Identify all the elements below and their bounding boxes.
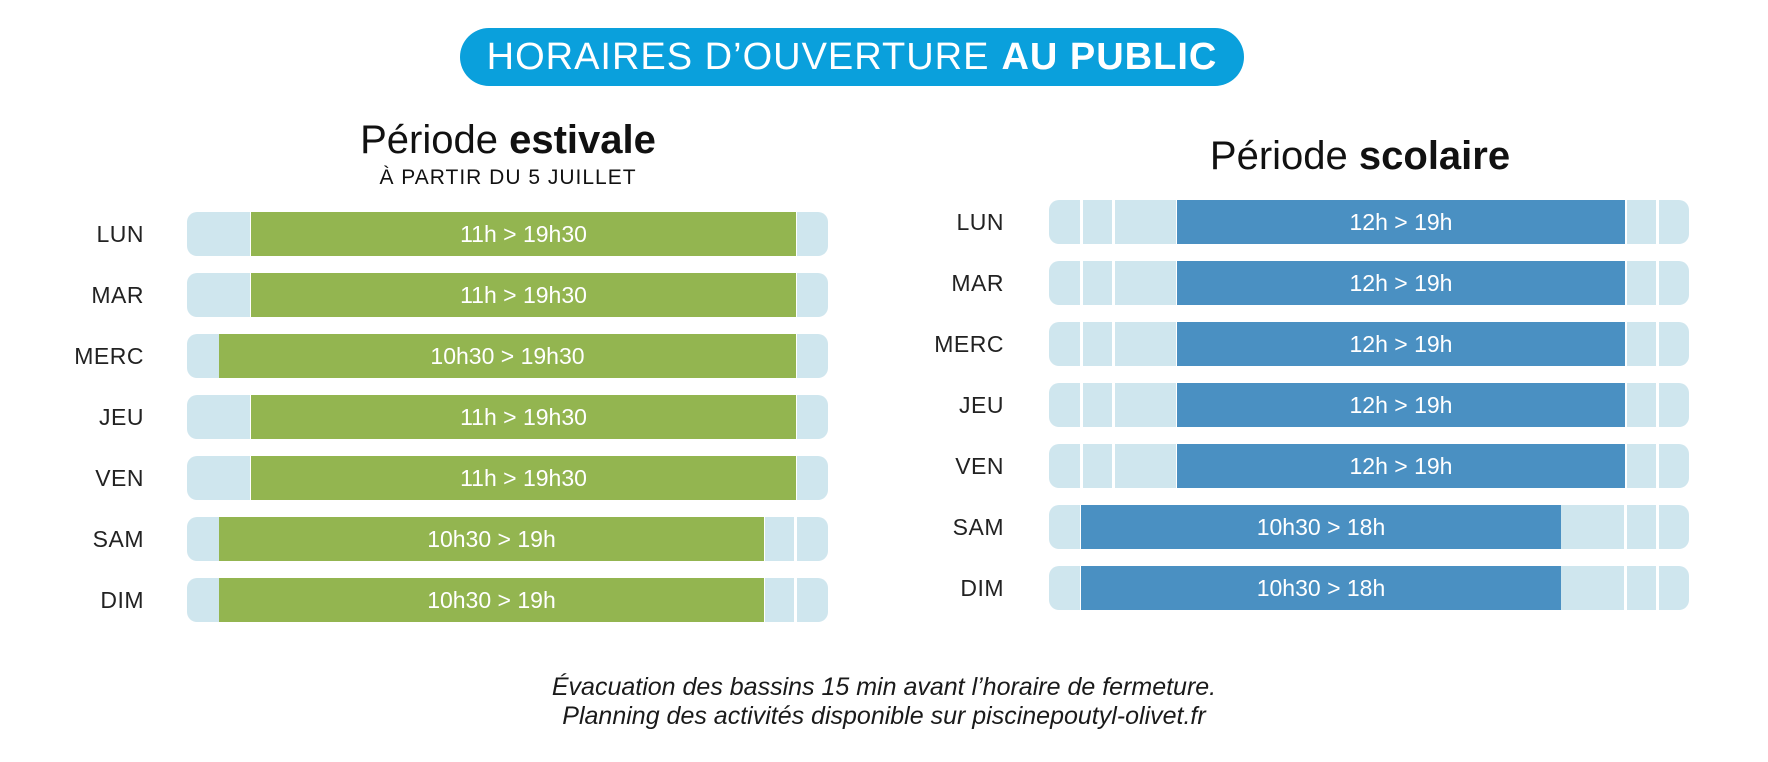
day-label: MAR [91,282,144,308]
opening-hours-bar: 12h > 19h [1177,322,1625,366]
school-title-light: Période [1209,134,1348,178]
header-title-light: HORAIRES D’OUVERTURE [486,35,990,78]
time-track: 11h > 19h30 [187,456,828,500]
time-track: 10h30 > 19h30 [187,334,828,378]
summer-title-bold: estivale [509,118,656,162]
hour-divider [1111,444,1115,488]
hour-divider [794,517,798,561]
day-label: SAM [92,526,144,552]
header-title-bold: AU PUBLIC [1001,35,1218,78]
time-track: 11h > 19h30 [187,395,828,439]
summer-section-title: Période estivale [188,118,828,163]
hour-divider [794,456,798,500]
hour-divider [1079,383,1083,427]
hour-divider [1623,261,1627,305]
hour-divider [1111,322,1115,366]
hour-divider [1079,444,1083,488]
day-label: LUN [96,221,144,247]
opening-hours-bar: 11h > 19h30 [251,395,796,439]
opening-hours-bar: 10h30 > 19h [219,578,764,622]
hour-divider [1079,261,1083,305]
time-track: 12h > 19h [1049,200,1689,244]
time-track: 12h > 19h [1049,383,1689,427]
hour-divider [762,578,766,622]
hour-divider [1655,200,1659,244]
hour-divider [1623,322,1627,366]
opening-hours-bar: 11h > 19h30 [251,212,796,256]
hour-divider [1079,322,1083,366]
day-label: JEU [959,392,1004,418]
hour-divider [1623,200,1627,244]
day-label: DIM [100,587,144,613]
hour-divider [794,334,798,378]
opening-hours-bar: 12h > 19h [1177,444,1625,488]
opening-hours-bar: 12h > 19h [1177,261,1625,305]
time-track: 12h > 19h [1049,444,1689,488]
hour-divider [794,578,798,622]
day-label: MERC [74,343,144,369]
time-track: 10h30 > 18h [1049,566,1689,610]
opening-hours-bar: 10h30 > 19h30 [219,334,796,378]
hour-divider [1655,505,1659,549]
hour-divider [1623,505,1627,549]
summer-section-subtitle: À PARTIR DU 5 JUILLET [379,166,637,189]
opening-hours-bar: 12h > 19h [1177,383,1625,427]
day-label: DIM [960,575,1004,601]
day-label: VEN [955,453,1004,479]
school-section-title: Période scolaire [1040,134,1680,179]
summer-title-light: Période [360,118,498,162]
hour-divider [1111,383,1115,427]
school-title-bold: scolaire [1358,134,1511,178]
opening-hours-bar: 10h30 > 19h [219,517,764,561]
time-track: 11h > 19h30 [187,212,828,256]
opening-hours-bar: 10h30 > 18h [1081,566,1561,610]
hour-divider [1623,566,1627,610]
footer-evacuation-note: Évacuation des bassins 15 min avant l’ho… [551,673,1217,701]
day-label: LUN [956,209,1004,235]
day-label: JEU [99,404,144,430]
day-label: MAR [951,270,1004,296]
footer-activities-note: Planning des activités disponible sur pi… [562,702,1206,730]
hour-divider [1111,200,1115,244]
opening-hours-bar: 10h30 > 18h [1081,505,1561,549]
hour-divider [1655,383,1659,427]
time-track: 10h30 > 19h [187,517,828,561]
time-track: 12h > 19h [1049,322,1689,366]
hour-divider [1655,444,1659,488]
hour-divider [1655,566,1659,610]
hour-divider [794,395,798,439]
day-label: MERC [934,331,1004,357]
hour-divider [1111,261,1115,305]
time-track: 11h > 19h30 [187,273,828,317]
hour-divider [794,273,798,317]
time-track: 10h30 > 19h [187,578,828,622]
hour-divider [1655,261,1659,305]
opening-hours-bar: 12h > 19h [1177,200,1625,244]
hour-divider [762,517,766,561]
hour-divider [1623,444,1627,488]
opening-hours-bar: 11h > 19h30 [251,273,796,317]
hour-divider [1655,322,1659,366]
header-title-banner: HORAIRES D’OUVERTURE AU PUBLIC [460,28,1244,86]
hour-divider [794,212,798,256]
day-label: VEN [95,465,144,491]
hour-divider [1079,200,1083,244]
day-label: SAM [952,514,1004,540]
hour-divider [1623,383,1627,427]
time-track: 10h30 > 18h [1049,505,1689,549]
opening-hours-bar: 11h > 19h30 [251,456,796,500]
time-track: 12h > 19h [1049,261,1689,305]
